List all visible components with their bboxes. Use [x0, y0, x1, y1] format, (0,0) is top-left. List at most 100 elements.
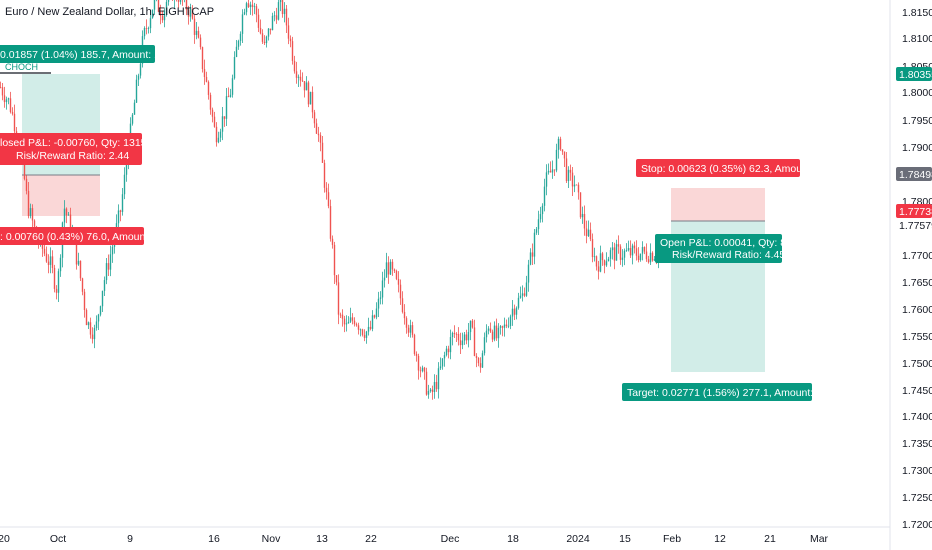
candle-body	[59, 257, 62, 272]
x-tick-label: Nov	[262, 533, 281, 545]
y-tick-label: 1.74500	[902, 385, 932, 397]
candle-body	[265, 36, 268, 44]
candle-body	[11, 111, 14, 114]
candle-body	[611, 247, 614, 251]
candle-body	[335, 275, 338, 283]
candle-body	[345, 323, 348, 325]
candle-body	[421, 367, 424, 371]
candle-body	[159, 11, 162, 16]
x-tick-label: 2024	[566, 533, 590, 545]
price-tags: 1.80355 1.78498 1.77738 1.77579	[896, 67, 932, 232]
candle-body	[151, 9, 154, 19]
candle-body	[351, 317, 354, 321]
right-target-text: Target: 0.02771 (1.56%) 277.1, Amount: 1…	[627, 387, 854, 399]
right-target-tag[interactable]: Target: 0.02771 (1.56%) 277.1, Amount: 1…	[622, 383, 854, 401]
candle-body	[289, 38, 292, 42]
candle-body	[31, 208, 34, 221]
candle-body	[405, 318, 408, 328]
candle-body	[147, 28, 150, 29]
y-tick-label: 1.73000	[902, 465, 932, 477]
candle-body	[329, 206, 332, 239]
candle-body	[23, 154, 26, 179]
candle-body	[415, 353, 418, 356]
right-stop-tag[interactable]: Stop: 0.00623 (0.35%) 62.3, Amount: 990	[636, 159, 834, 177]
candle-body	[545, 172, 548, 187]
candle-body	[585, 228, 588, 237]
candle-body	[161, 15, 164, 21]
y-tick-label: 1.79500	[902, 115, 932, 127]
candle-body	[197, 30, 200, 38]
candle-body	[533, 232, 536, 257]
candle-body	[441, 358, 444, 367]
candle-body	[531, 252, 534, 257]
candle-body	[233, 57, 236, 79]
candle-body	[167, 0, 170, 2]
candle-body	[107, 263, 110, 270]
candle-body	[403, 311, 406, 319]
candle-body	[575, 184, 578, 186]
right-open-pl-tag[interactable]: Open P&L: 0.00041, Qty: 80256 Risk/Rewar…	[655, 234, 810, 263]
candle-body	[523, 293, 526, 296]
candle-body	[9, 98, 12, 112]
candle-body	[367, 326, 370, 332]
candle-body	[471, 320, 474, 328]
candle-body	[607, 258, 610, 262]
left-target-text: 0.01857 (1.04%) 185.7, Amount: 1024.43	[0, 49, 192, 61]
candle-body	[245, 3, 248, 13]
candle-body	[499, 326, 502, 328]
left-stop-tag[interactable]: : 0.00760 (0.43%) 76.0, Amount: 990	[0, 227, 172, 245]
candle-body	[493, 325, 496, 340]
candle-body	[571, 172, 574, 187]
choch-label: CHOCH	[5, 62, 38, 72]
candle-body	[547, 170, 550, 173]
candle-body	[569, 169, 572, 173]
candle-body	[573, 184, 576, 187]
candle-body	[229, 94, 232, 98]
right-loss-zone[interactable]	[671, 188, 765, 221]
candle-body	[469, 320, 472, 333]
candle-body	[227, 96, 230, 98]
candle-body	[603, 260, 606, 266]
right-stop-text: Stop: 0.00623 (0.35%) 62.3, Amount: 990	[641, 163, 834, 175]
candle-body	[481, 353, 484, 368]
candle-body	[249, 4, 252, 8]
candle-body	[303, 81, 306, 91]
candle-body	[213, 116, 216, 127]
position-zones	[22, 74, 765, 372]
candle-body	[401, 298, 404, 312]
price-tag	[896, 167, 932, 181]
x-tick-label: Dec	[441, 533, 460, 545]
x-tick-label: 15	[619, 533, 631, 545]
candle-body	[437, 368, 440, 390]
candle-body	[555, 149, 558, 171]
candle-body	[567, 169, 570, 182]
candle-body	[417, 355, 420, 371]
y-tick-label: 1.72500	[902, 492, 932, 504]
candle-body	[407, 327, 410, 333]
candle-body	[353, 320, 356, 325]
price-axis[interactable]: 1.815001.810001.805001.800001.795001.790…	[902, 7, 932, 531]
time-axis[interactable]: 20 Oct 9 16 Nov 13 22 Dec 18 2024 15 Feb 12 21 Mar	[0, 533, 829, 545]
candle-body	[563, 151, 566, 159]
candle-body	[467, 332, 470, 341]
candle-body	[515, 307, 518, 315]
candle-body	[203, 69, 206, 78]
left-target-tag[interactable]: 0.01857 (1.04%) 185.7, Amount: 1024.43	[0, 45, 192, 63]
candle-body	[267, 28, 270, 37]
left-closed-pl-tag[interactable]: losed P&L: -0.00760, Qty: 131578 Risk/Re…	[0, 133, 158, 165]
candle-body	[223, 116, 226, 119]
candle-body	[165, 1, 168, 11]
candle-body	[561, 149, 564, 152]
candle-body	[577, 184, 580, 193]
candle-body	[649, 252, 652, 263]
candle-body	[241, 14, 244, 34]
candle-body	[613, 247, 616, 261]
candle-body	[455, 333, 458, 335]
candle-body	[653, 259, 656, 261]
candle-body	[459, 340, 462, 346]
candle-body	[425, 371, 428, 395]
candle-body	[277, 2, 280, 20]
candle-body	[517, 297, 520, 308]
